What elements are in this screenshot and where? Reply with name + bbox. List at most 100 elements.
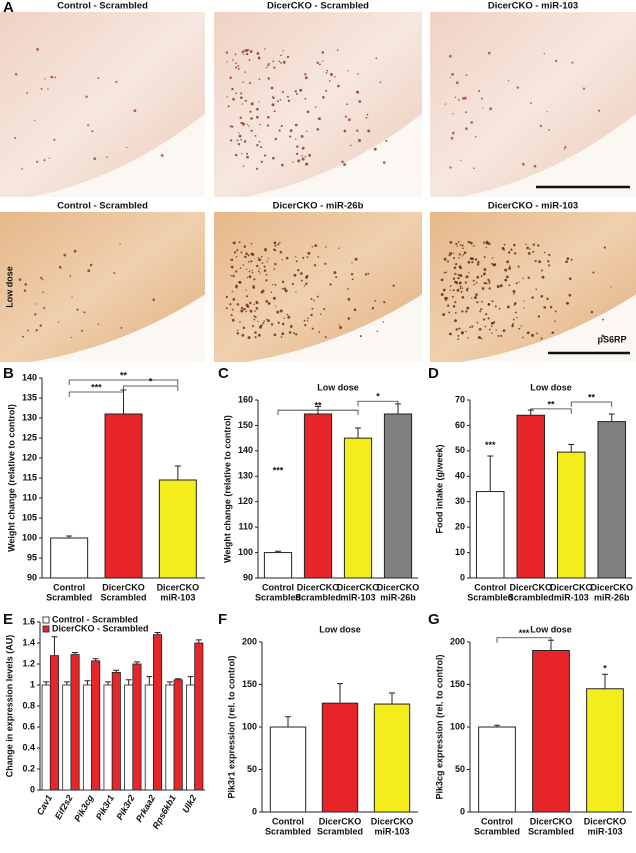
cell-stain: [234, 53, 237, 56]
cell-stain: [383, 301, 386, 304]
cell-stain: [477, 260, 480, 264]
x-tick-label: DicerCKO: [371, 816, 414, 826]
y-tick-label: 90: [27, 572, 37, 582]
cell-stain: [500, 334, 503, 337]
cell-stain: [242, 264, 245, 266]
cell-stain: [245, 252, 248, 255]
cell-stain: [85, 95, 88, 98]
cell-stain: [513, 293, 515, 295]
cell-stain: [457, 273, 460, 276]
y-tick-label: 100: [450, 721, 465, 731]
cell-stain: [273, 333, 277, 337]
cell-stain: [231, 258, 234, 262]
cell-stain: [267, 258, 270, 260]
cell-stain: [314, 244, 318, 247]
cell-stain: [318, 331, 321, 333]
cell-stain: [293, 273, 297, 277]
cell-stain: [516, 86, 520, 89]
significance-label: **: [314, 401, 322, 411]
cell-stain: [498, 307, 501, 310]
cell-stain: [277, 243, 280, 246]
cell-stain: [236, 139, 239, 142]
y-tick-label: 0: [252, 806, 257, 816]
cell-stain: [281, 259, 283, 261]
cell-stain: [526, 246, 529, 250]
cell-stain: [76, 308, 79, 311]
cell-stain: [270, 86, 274, 90]
cell-stain: [305, 282, 308, 285]
y-tick-label: 10: [455, 547, 465, 557]
cell-stain: [533, 164, 537, 168]
significance-label: ***: [273, 466, 284, 476]
cell-stain: [40, 87, 43, 90]
panel-letter: G: [428, 611, 440, 628]
cell-stain: [458, 274, 461, 276]
significance-bracket: [68, 379, 179, 385]
cell-stain: [273, 241, 277, 245]
cell-stain: [267, 115, 270, 119]
bar: [597, 421, 627, 579]
x-tick-label: Control: [272, 816, 304, 826]
cell-stain: [455, 262, 458, 266]
y-tick-label: 0.6: [22, 721, 35, 731]
x-tick-label: Pik3cg: [72, 793, 95, 824]
cell-stain: [491, 332, 493, 334]
cell-stain: [490, 321, 494, 325]
y-tick-label: 90: [243, 572, 253, 582]
cell-stain: [452, 277, 456, 280]
cell-stain: [449, 241, 453, 244]
stain-label: pS6RP: [597, 334, 626, 344]
cell-stain: [459, 287, 462, 290]
cell-stain: [463, 96, 467, 100]
y-tick-label: 100: [238, 547, 253, 557]
image-title: DicerCKO - miR-103: [488, 201, 578, 212]
cell-stain: [365, 116, 368, 119]
significance-label: **: [588, 392, 596, 402]
cell-stain: [546, 111, 548, 113]
cell-stain: [251, 260, 253, 262]
cell-stain: [532, 250, 535, 253]
cell-stain: [242, 81, 244, 83]
cell-stain: [310, 298, 313, 300]
cell-stain: [304, 323, 307, 327]
cell-stain: [267, 319, 270, 323]
cell-stain: [295, 291, 297, 293]
cell-stain: [241, 121, 244, 124]
cell-stain: [322, 96, 325, 99]
cell-stain: [343, 129, 347, 133]
cell-stain: [301, 146, 305, 150]
cell-stain: [493, 263, 497, 266]
cell-stain: [475, 281, 478, 284]
cell-stain: [321, 60, 324, 62]
cell-stain: [293, 332, 295, 335]
y-tick-label: 0.8: [22, 700, 35, 710]
error-bar: [84, 680, 91, 685]
cell-stain: [244, 71, 246, 73]
cell-stain: [483, 256, 486, 259]
cell-stain: [512, 318, 515, 321]
cell-stain: [264, 154, 267, 157]
cell-stain: [254, 316, 257, 318]
cell-stain: [126, 146, 128, 149]
cell-stain: [367, 272, 370, 275]
panel-letter: E: [3, 611, 13, 628]
y-tick-label: 110: [238, 522, 253, 532]
significance-label: *: [376, 392, 380, 402]
cell-stain: [467, 240, 470, 244]
cell-stain: [307, 251, 311, 255]
cell-stain: [241, 103, 244, 105]
cell-stain: [461, 255, 463, 257]
y-tick-label: 120: [22, 452, 37, 462]
cell-stain: [237, 67, 240, 70]
cell-stain: [359, 335, 362, 338]
cell-stain: [472, 167, 475, 170]
cell-stain: [566, 257, 570, 260]
tissue-edge: [460, 294, 636, 362]
y-tick-label: 1: [30, 679, 35, 689]
cell-stain: [265, 279, 268, 282]
cell-stain: [295, 138, 297, 140]
y-axis-label: Pik3r1 expression (rel. to control): [226, 655, 236, 798]
cell-stain: [351, 262, 353, 264]
tissue-edge: [30, 113, 205, 197]
cell-stain: [252, 324, 254, 327]
